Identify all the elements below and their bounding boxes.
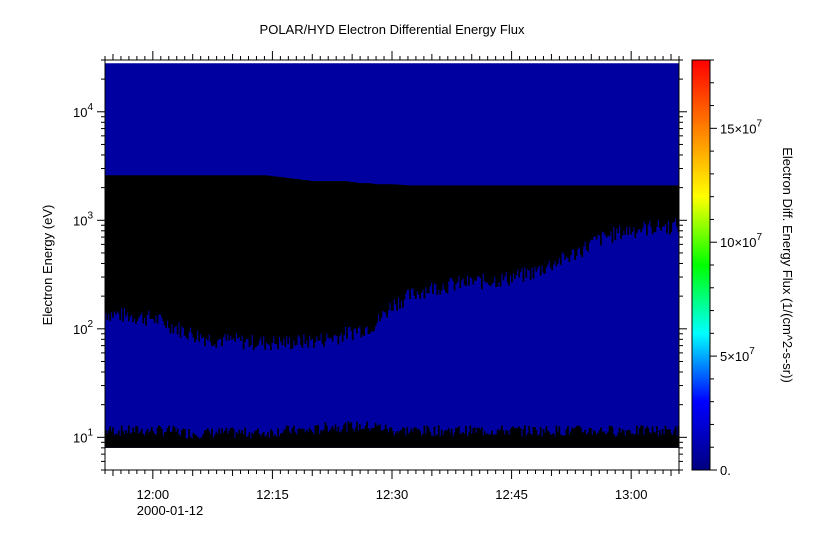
colorbar-tick-label: 0. xyxy=(720,463,731,478)
nodata-region-upper xyxy=(105,175,679,351)
y-tick-label: 103 xyxy=(73,210,93,228)
y-axis-title: Electron Energy (eV) xyxy=(40,205,55,326)
x-date-label: 2000-01-12 xyxy=(137,503,204,518)
y-tick-label: 102 xyxy=(73,319,93,337)
x-tick-label: 12:00 xyxy=(137,487,170,502)
colorbar-tick-label: 10×107 xyxy=(720,232,763,250)
y-tick-label: 104 xyxy=(73,102,93,120)
x-tick-label: 13:00 xyxy=(615,487,648,502)
colorbar-title: Electron Diff. Energy Flux (1/(cm^2-s-sr… xyxy=(780,147,795,383)
chart-title: POLAR/HYD Electron Differential Energy F… xyxy=(260,22,525,37)
x-tick-label: 12:15 xyxy=(256,487,289,502)
spectrogram-image xyxy=(105,63,679,448)
y-axis: 101 102 103 104 xyxy=(73,59,687,471)
y-tick-label: 101 xyxy=(73,427,93,445)
colorbar-axis: 0. 5×107 10×107 15×107 xyxy=(710,59,763,478)
colorbar xyxy=(691,59,711,471)
nodata-region-lower xyxy=(105,421,679,448)
colorbar-tick-label: 5×107 xyxy=(720,346,755,364)
x-tick-label: 12:45 xyxy=(495,487,528,502)
x-axis: 12:00 12:15 12:30 12:45 13:00 xyxy=(104,51,680,502)
colorbar-tick-label: 15×107 xyxy=(720,118,763,136)
x-tick-label: 12:30 xyxy=(376,487,409,502)
